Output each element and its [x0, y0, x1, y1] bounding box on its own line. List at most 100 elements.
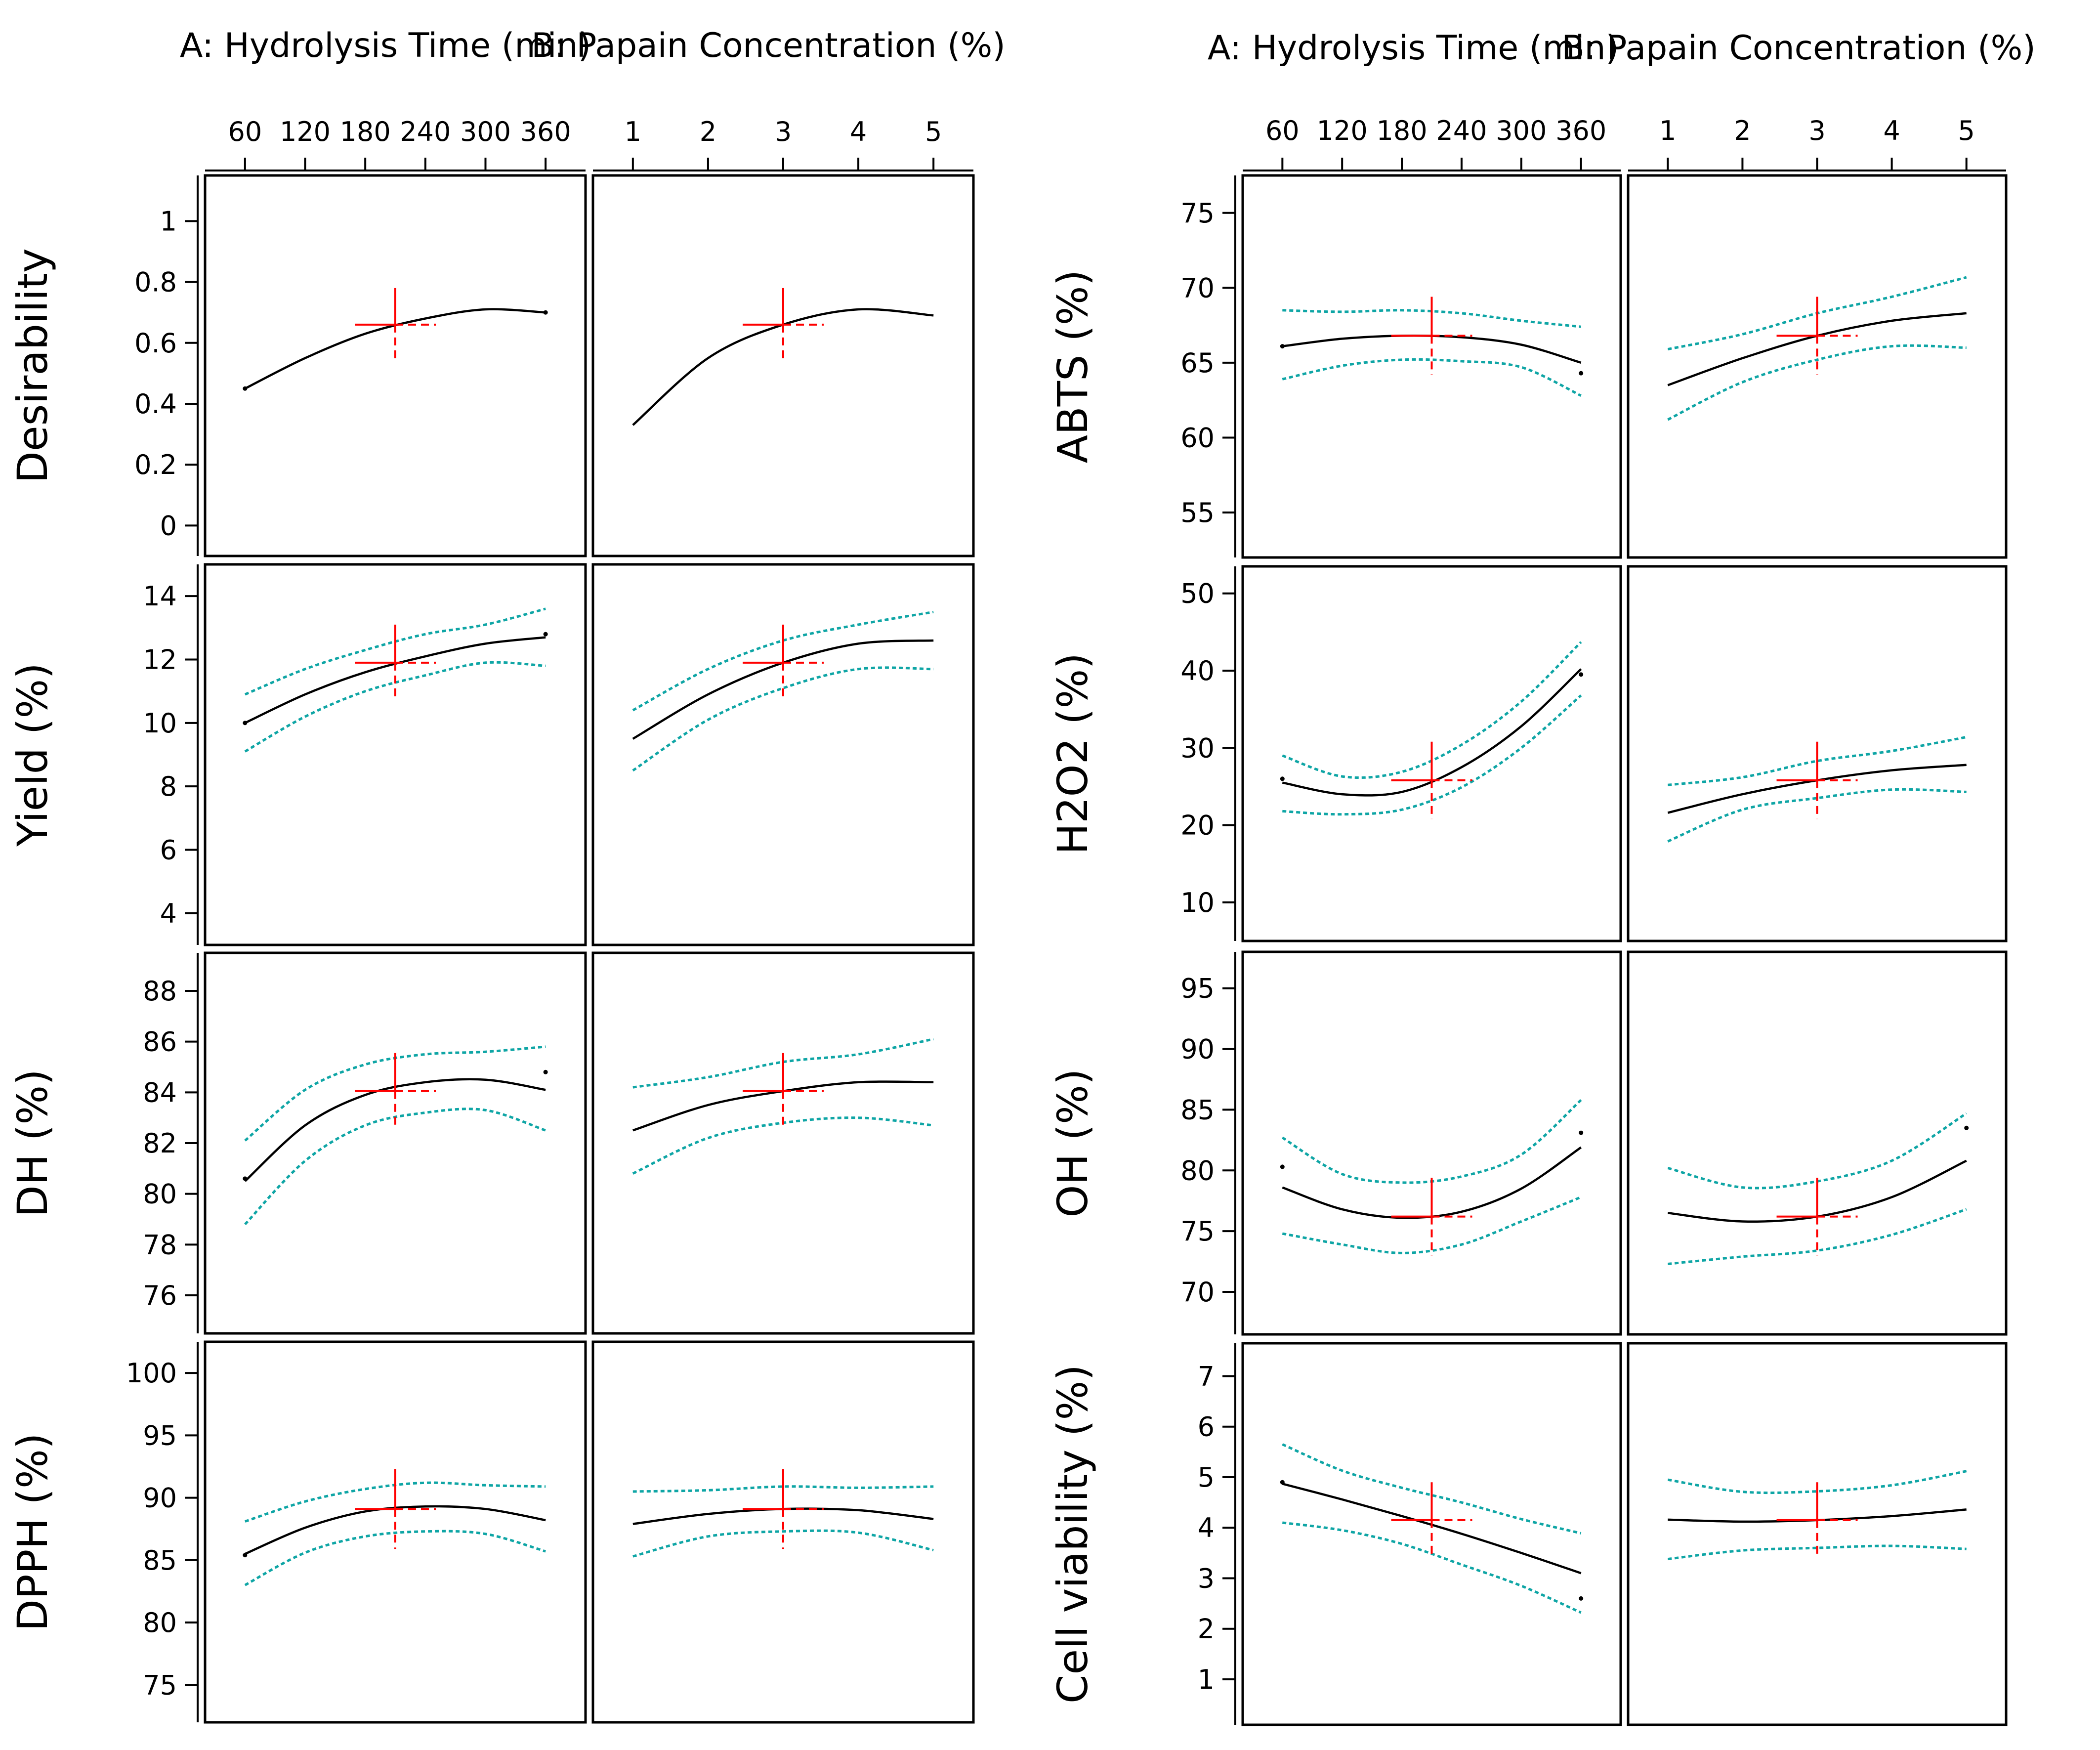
- dpph-y-tick-label: 90: [143, 1483, 177, 1514]
- oh-y-tick-label: 70: [1180, 1277, 1215, 1308]
- right-factor-a-tick-label: 180: [1377, 115, 1428, 146]
- cell_viability-a-ci-lower-line: [1282, 1521, 1582, 1614]
- cell_viability-y-tick-label: 1: [1198, 1664, 1215, 1695]
- dpph-y-tick-label: 85: [143, 1545, 177, 1576]
- dh-y-tick-label: 86: [143, 1026, 177, 1058]
- right-factor-a-tick-label: 360: [1555, 115, 1606, 146]
- oh-y-axis-label: OH (%): [1049, 1068, 1097, 1217]
- h2o2-a-design-point: [1579, 672, 1584, 677]
- right-factor-b-tick-label: 2: [1734, 115, 1751, 146]
- abts-a-ci-lower-line: [1282, 358, 1582, 397]
- yield-a-design-point: [543, 632, 548, 637]
- oh-y-tick-label: 90: [1180, 1034, 1215, 1065]
- cell_viability-y-tick-label: 4: [1198, 1512, 1215, 1543]
- yield-y-tick-label: 12: [143, 644, 177, 676]
- h2o2-y-axis-label: H2O2 (%): [1049, 653, 1097, 854]
- oh-y-tick-label: 80: [1180, 1155, 1215, 1186]
- dh-y-tick-label: 80: [143, 1179, 177, 1210]
- cell_viability-y-tick-label: 5: [1198, 1462, 1215, 1493]
- dh-a-design-point: [543, 1069, 548, 1074]
- left-factor-a-tick-label: 300: [460, 116, 511, 147]
- dpph-y-tick-label: 75: [143, 1669, 177, 1701]
- dpph-a-ci-lower-line: [244, 1530, 546, 1586]
- abts-y-tick-label: 60: [1180, 422, 1215, 453]
- right-factor-b-tick-label: 1: [1659, 115, 1676, 146]
- dh-b-panel-frame: [591, 951, 975, 1335]
- cell_viability-b-ci-lower-line: [1668, 1544, 1967, 1561]
- dpph-b-panel-frame: [591, 1340, 975, 1724]
- h2o2-y-tick-label: 30: [1180, 732, 1215, 764]
- abts-y-tick-label: 55: [1180, 497, 1215, 528]
- dh-y-tick-label: 88: [143, 976, 177, 1007]
- desirability-y-tick-label: 0: [160, 510, 177, 541]
- cell_viability-a-ci-upper-line: [1282, 1443, 1582, 1535]
- desirability-y-tick-label: 1: [160, 206, 177, 237]
- dh-a-fit-line: [244, 1078, 546, 1182]
- desirability-y-tick-label: 0.2: [134, 449, 177, 480]
- oh-a-panel-frame: [1241, 950, 1622, 1336]
- h2o2-a-design-point: [1280, 776, 1285, 781]
- desirability-y-tick-label: 0.8: [134, 267, 177, 298]
- dh-a-design-point: [243, 1176, 248, 1181]
- h2o2-y-tick-label: 20: [1180, 810, 1215, 841]
- yield-y-tick-label: 8: [160, 771, 177, 802]
- left-factor-b-tick-label: 4: [850, 116, 867, 147]
- abts-y-tick-label: 65: [1180, 347, 1215, 379]
- dh-y-tick-label: 78: [143, 1229, 177, 1260]
- yield-y-tick-label: 4: [160, 898, 177, 929]
- dpph-a-design-point: [243, 1553, 248, 1558]
- dpph-y-tick-label: 95: [143, 1420, 177, 1451]
- abts-a-design-point: [1280, 344, 1285, 349]
- oh-b-panel-frame: [1627, 950, 2008, 1336]
- oh-b-ci-lower-line: [1668, 1208, 1967, 1265]
- left-factor-b-tick-label: 1: [625, 116, 641, 147]
- cell_viability-b-ci-upper-line: [1667, 1470, 1967, 1494]
- abts-y-axis-label: ABTS (%): [1049, 270, 1097, 464]
- abts-a-ci-upper-line: [1282, 309, 1581, 328]
- h2o2-b-ci-upper-line: [1668, 735, 1967, 786]
- yield-y-tick-label: 10: [143, 708, 177, 739]
- yield-y-tick-label: 6: [160, 835, 177, 866]
- dh-a-ci-lower-line: [244, 1108, 546, 1226]
- oh-a-design-point: [1280, 1164, 1285, 1169]
- right-factor-a-tick-label: 60: [1265, 115, 1300, 146]
- dh-y-tick-label: 76: [143, 1280, 177, 1311]
- h2o2-y-tick-label: 40: [1180, 655, 1215, 686]
- yield-y-axis-label: Yield (%): [8, 663, 57, 847]
- left-factor-a-tick-label: 240: [400, 116, 451, 147]
- oh-y-tick-label: 75: [1180, 1216, 1215, 1247]
- desirability-a-design-point: [243, 386, 248, 391]
- h2o2-a-ci-upper-line: [1282, 641, 1582, 779]
- cell_viability-b-panel-frame: [1627, 1342, 2008, 1726]
- dh-y-tick-label: 84: [143, 1077, 177, 1108]
- left-factor-a-tick-label: 360: [520, 116, 571, 147]
- dpph-b-ci-lower-line: [632, 1529, 934, 1558]
- oh-y-tick-label: 95: [1180, 973, 1215, 1004]
- desirability-y-axis-label: Desirability: [8, 248, 57, 483]
- h2o2-b-panel-frame: [1627, 565, 2008, 942]
- dh-a-ci-upper-line: [244, 1045, 546, 1142]
- h2o2-y-tick-label: 50: [1180, 578, 1215, 609]
- oh-y-tick-label: 85: [1180, 1094, 1215, 1125]
- abts-y-tick-label: 70: [1180, 272, 1215, 303]
- yield-b-panel-frame: [591, 563, 975, 946]
- right-factor-b-tick-label: 5: [1958, 115, 1974, 146]
- dpph-y-tick-label: 80: [143, 1607, 177, 1638]
- cell_viability-a-design-point: [1579, 1596, 1584, 1601]
- left-factor-a-tick-label: 120: [280, 116, 331, 147]
- desirability-y-tick-label: 0.4: [134, 388, 177, 420]
- left-factor-b-tick-label: 3: [775, 116, 792, 147]
- oh-a-design-point: [1579, 1130, 1584, 1135]
- dh-a-panel-frame: [204, 951, 587, 1335]
- right-factor-b-tick-label: 3: [1808, 115, 1825, 146]
- cell_viability-y-axis-label: Cell viability (%): [1049, 1365, 1097, 1704]
- right-factor-a-tick-label: 240: [1436, 115, 1487, 146]
- dpph-b-ci-upper-line: [632, 1485, 934, 1493]
- abts-a-panel-frame: [1241, 174, 1622, 559]
- dpph-a-panel-frame: [204, 1340, 587, 1724]
- left-factor-a-tick-label: 60: [228, 116, 262, 147]
- right-factor-b-tick-label: 4: [1883, 115, 1900, 146]
- cell_viability-y-tick-label: 2: [1198, 1614, 1215, 1645]
- dh-y-axis-label: DH (%): [8, 1069, 57, 1217]
